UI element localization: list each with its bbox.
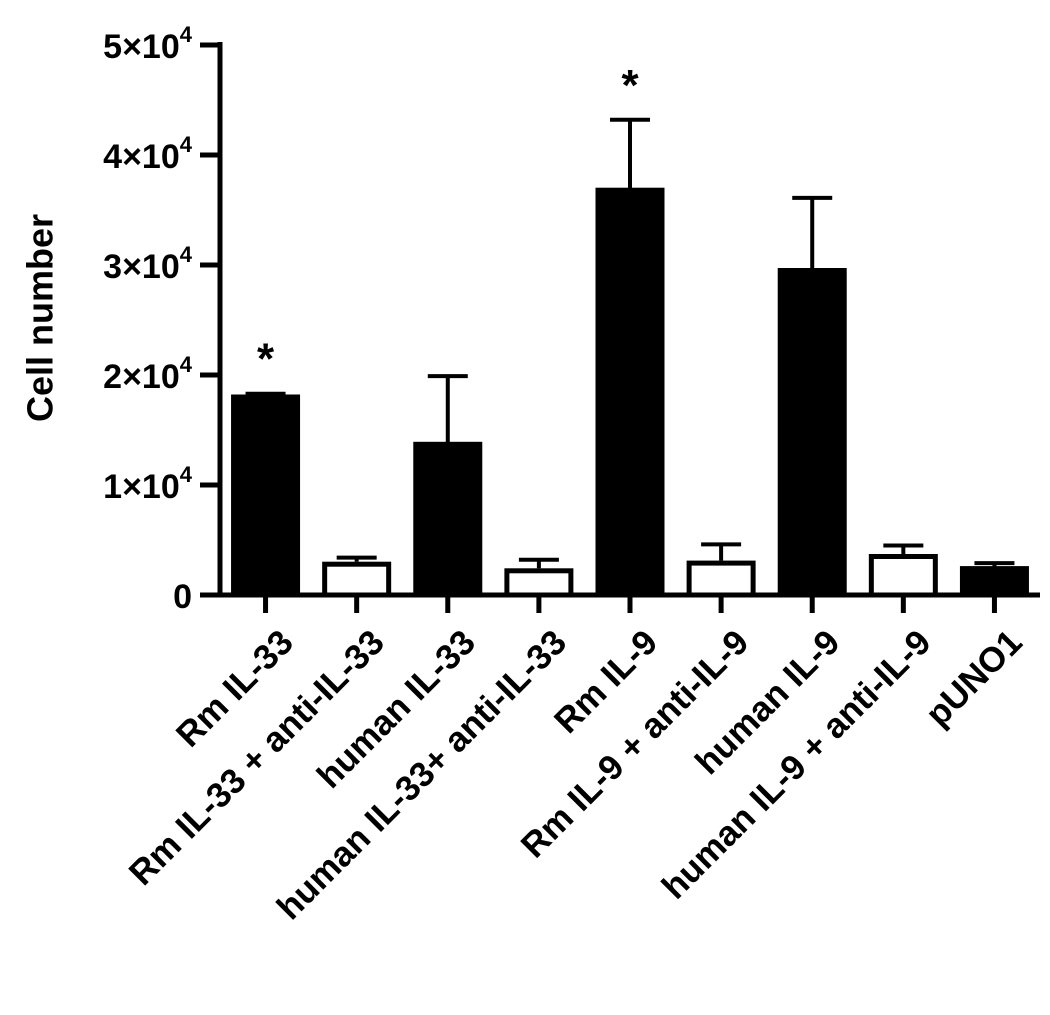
bars-group [231, 187, 1029, 598]
bar-4 [504, 568, 574, 598]
y-axis-title: Cell number [20, 214, 61, 422]
y-axis: 0 1×104 2×104 3×104 4×104 5×104 [103, 22, 223, 616]
significance-group: ** [257, 61, 639, 384]
y-tick-label-2: 2×104 [103, 352, 193, 396]
y-tick-label-5: 5×104 [103, 22, 193, 66]
significance-marker-5: * [621, 61, 639, 110]
x-tick-label-3: human IL-33 [310, 623, 483, 796]
bar-5 [595, 187, 665, 598]
bar-7 [777, 268, 847, 598]
x-tick-label-9: pUNO1 [918, 623, 1029, 734]
bar-3 [413, 441, 483, 598]
y-tick-label-0: 0 [173, 578, 192, 616]
significance-marker-1: * [257, 335, 275, 384]
bar-6 [686, 560, 756, 598]
bar-1 [231, 394, 301, 598]
bar-9 [959, 566, 1029, 598]
y-tick-label-1: 1×104 [103, 462, 193, 506]
bar-8 [868, 554, 938, 598]
bar-2 [322, 561, 392, 598]
error-bars-group [245, 117, 1015, 569]
y-tick-label-3: 3×104 [103, 242, 193, 286]
y-tick-label-4: 4×104 [103, 132, 193, 176]
